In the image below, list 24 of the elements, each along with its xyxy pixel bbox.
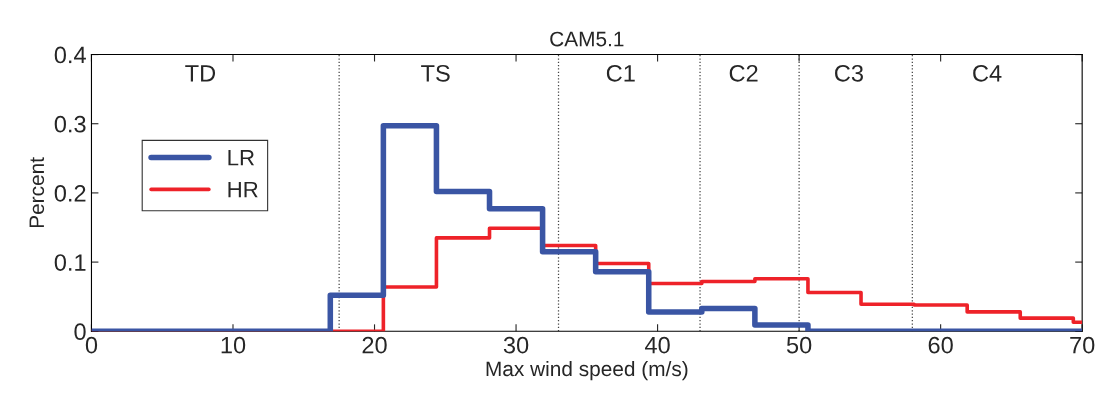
x-tick-label: 0 bbox=[85, 336, 98, 354]
annotation: C3 bbox=[835, 64, 863, 82]
y-axis-title: Percent bbox=[29, 157, 45, 228]
x-tick-label: 50 bbox=[786, 336, 812, 354]
annotation: C4 bbox=[973, 64, 1002, 82]
x-tick-label: 60 bbox=[928, 336, 953, 354]
chart-title: CAM5.1 bbox=[550, 31, 624, 47]
y-tick-label: 0.4 bbox=[54, 46, 86, 64]
x-tick-label: 10 bbox=[221, 336, 246, 354]
legend-label: HR bbox=[228, 181, 258, 198]
x-tick-label: 20 bbox=[362, 336, 387, 354]
annotation: TS bbox=[421, 64, 450, 82]
x-tick-label: 70 bbox=[1070, 336, 1095, 354]
x-axis-title: Max wind speed (m/s) bbox=[486, 360, 688, 381]
annotation: C1 bbox=[606, 64, 635, 82]
annotation: C2 bbox=[729, 64, 758, 82]
y-tick-label: 0 bbox=[74, 323, 86, 341]
x-tick-label: 30 bbox=[503, 336, 529, 354]
y-tick-label: 0.1 bbox=[54, 254, 86, 271]
x-tick-label: 40 bbox=[644, 336, 670, 354]
legend-label: LR bbox=[228, 150, 255, 166]
y-tick-label: 0.3 bbox=[54, 115, 86, 133]
y-tick-label: 0.2 bbox=[54, 184, 86, 202]
annotation: TD bbox=[185, 65, 216, 82]
